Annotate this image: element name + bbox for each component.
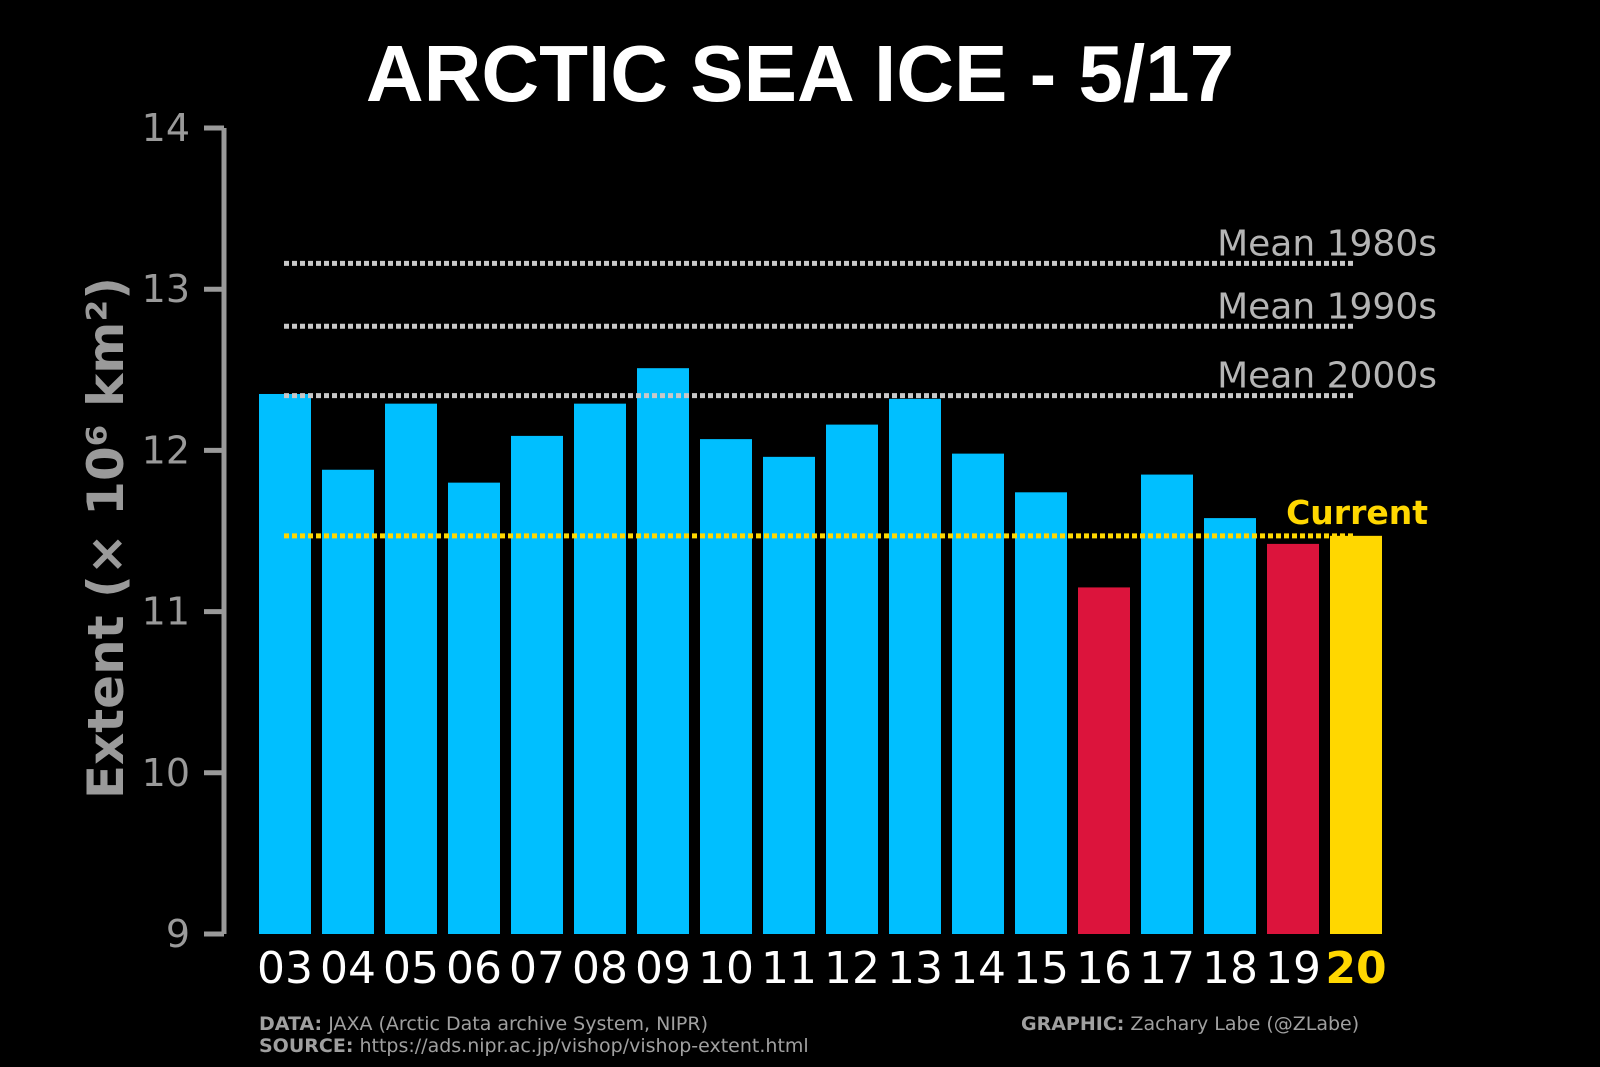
- x-tick-label-09: 09: [635, 943, 691, 994]
- y-tick-label: 11: [142, 590, 190, 634]
- bar-05: [385, 403, 437, 935]
- x-tick-label-11: 11: [761, 943, 817, 994]
- x-tick-label-08: 08: [572, 943, 628, 994]
- mean-line-label-1: Mean 1990s: [1217, 286, 1437, 327]
- footer-source-credit: SOURCE: https://ads.nipr.ac.jp/vishop/vi…: [259, 1035, 809, 1057]
- bar-09: [637, 368, 689, 934]
- bar-19: [1267, 543, 1319, 934]
- x-tick-label-16: 16: [1076, 943, 1132, 994]
- bar-16: [1078, 587, 1130, 934]
- x-tick-label-10: 10: [698, 943, 754, 994]
- chart-title: ARCTIC SEA ICE - 5/17: [366, 29, 1234, 118]
- bar-03: [259, 393, 311, 935]
- bar-10: [700, 439, 752, 934]
- y-axis-label: Extent (× 10⁶ km²): [77, 277, 135, 799]
- bar-04: [322, 469, 374, 934]
- bar-13: [889, 398, 941, 934]
- x-tick-labels: 03 04 05 06 07 08 09 10 11 12 13 14 15 16 17 18 19 20: [257, 943, 1387, 994]
- x-tick-label-14: 14: [950, 943, 1006, 994]
- mean-line-label-0: Mean 1980s: [1217, 223, 1437, 264]
- reference-lines: Mean 1980s Mean 1990s Mean 2000s Current: [284, 223, 1437, 539]
- data-label: DATA:: [259, 1013, 323, 1035]
- graphic-label: GRAPHIC:: [1021, 1013, 1125, 1035]
- bars: [259, 368, 1382, 935]
- x-tick-label-12: 12: [824, 943, 880, 994]
- x-tick-label-05: 05: [383, 943, 439, 994]
- graphic-text: Zachary Labe (@ZLabe): [1130, 1013, 1360, 1035]
- y-tick-label: 13: [142, 267, 190, 311]
- source-text: https://ads.nipr.ac.jp/vishop/vishop-ext…: [359, 1035, 809, 1057]
- x-tick-label-03: 03: [257, 943, 313, 994]
- footer-data-credit: DATA: JAXA (Arctic Data archive System, …: [259, 1013, 708, 1035]
- bar-11: [763, 456, 815, 934]
- y-axis: 9 10 11 12 13 14: [142, 106, 227, 956]
- bar-12: [826, 424, 878, 934]
- data-text: JAXA (Arctic Data archive System, NIPR): [328, 1013, 708, 1035]
- x-tick-label-19: 19: [1265, 943, 1321, 994]
- x-tick-label-06: 06: [446, 943, 502, 994]
- y-tick-label: 10: [142, 751, 190, 795]
- x-tick-label-07: 07: [509, 943, 565, 994]
- bar-07: [511, 435, 563, 934]
- footer-graphic-credit: GRAPHIC: Zachary Labe (@ZLabe): [1021, 1013, 1359, 1035]
- x-tick-label-13: 13: [887, 943, 943, 994]
- bar-20: [1330, 535, 1382, 934]
- bar-15: [1015, 492, 1067, 934]
- bar-08: [574, 403, 626, 935]
- x-tick-label-15: 15: [1013, 943, 1069, 994]
- y-tick-label: 12: [142, 428, 190, 472]
- source-label: SOURCE:: [259, 1035, 354, 1057]
- bar-18: [1204, 518, 1256, 934]
- mean-line-label-2: Mean 2000s: [1217, 356, 1437, 397]
- x-tick-label-20: 20: [1325, 943, 1386, 994]
- y-tick-label: 14: [142, 106, 190, 150]
- bar-06: [448, 482, 500, 934]
- x-tick-label-18: 18: [1202, 943, 1258, 994]
- x-tick-label-17: 17: [1139, 943, 1195, 994]
- bar-14: [952, 453, 1004, 934]
- y-tick-label: 9: [166, 912, 190, 956]
- current-line-label: Current: [1286, 493, 1428, 532]
- x-tick-label-04: 04: [320, 943, 376, 994]
- bar-17: [1141, 474, 1193, 934]
